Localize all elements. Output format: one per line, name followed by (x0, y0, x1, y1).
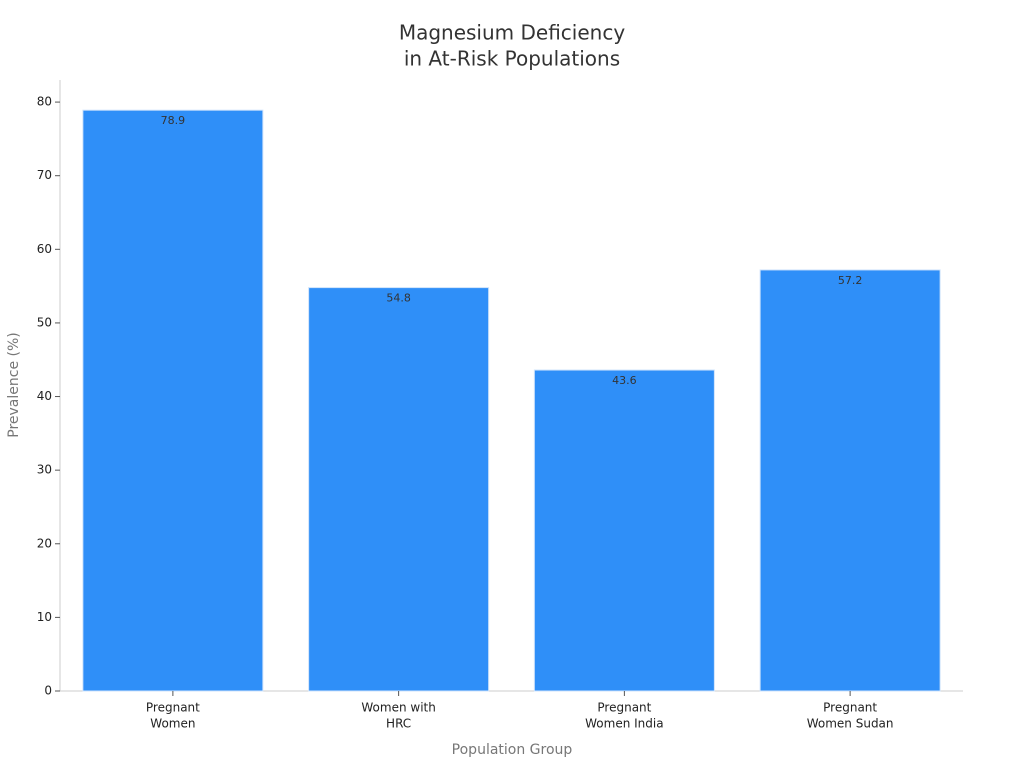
chart-title: Magnesium Deficiency (399, 21, 626, 45)
value-label: 78.9 (161, 114, 186, 127)
bar (533, 369, 715, 692)
bar (308, 287, 490, 692)
value-label: 54.8 (386, 292, 411, 305)
y-tick-label: 50 (37, 315, 52, 329)
y-tick-label: 30 (37, 463, 52, 477)
chart-title: in At-Risk Populations (404, 47, 620, 71)
y-tick-label: 80 (37, 95, 52, 109)
y-tick-label: 20 (37, 536, 52, 550)
y-tick-label: 0 (44, 684, 52, 698)
x-tick-label: Pregnant (823, 701, 877, 715)
x-axis-title: Population Group (452, 742, 573, 758)
x-tick-label: Women Sudan (807, 717, 894, 731)
y-axis-title: Prevalence (%) (6, 332, 22, 438)
y-tick-label: 40 (37, 389, 52, 403)
x-tick-label: HRC (386, 717, 411, 731)
x-tick-label: Women with (361, 701, 435, 715)
y-tick-label: 70 (37, 168, 52, 182)
y-tick-label: 10 (37, 610, 52, 624)
x-tick-label: Women (150, 717, 195, 731)
x-tick-label: Pregnant (597, 701, 651, 715)
x-tick-label: Women India (585, 717, 663, 731)
y-tick-label: 60 (37, 242, 52, 256)
value-label: 57.2 (838, 274, 863, 287)
bar (759, 269, 941, 692)
value-label: 43.6 (612, 374, 637, 387)
x-tick-label: Pregnant (146, 701, 200, 715)
bar (82, 109, 264, 692)
